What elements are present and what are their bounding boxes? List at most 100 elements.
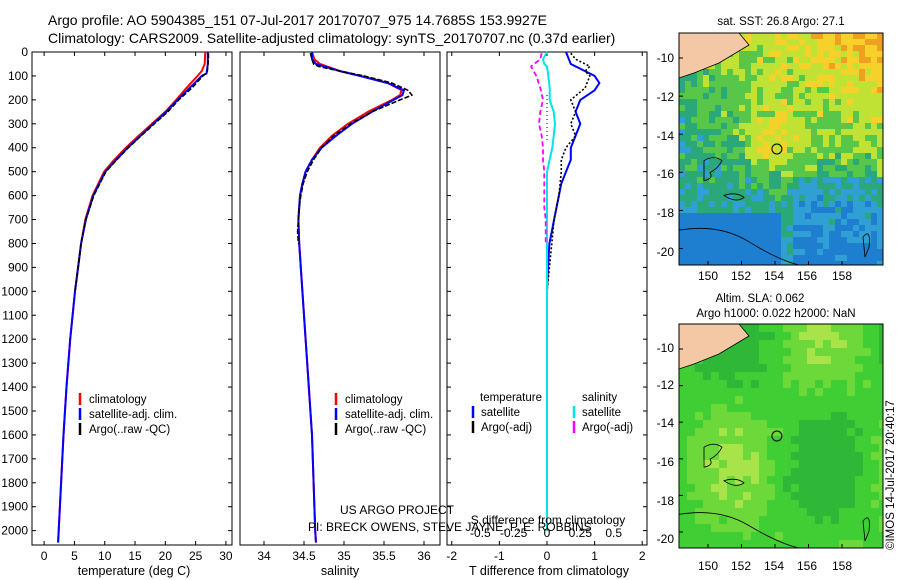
map-cell [799, 99, 805, 105]
map-cell [685, 255, 691, 261]
map-cell [787, 195, 793, 201]
map-cell [859, 201, 865, 207]
map-cell [711, 372, 719, 380]
map-cell [817, 201, 823, 207]
map-cell [847, 147, 853, 153]
map-cell [703, 468, 711, 476]
map-cell [829, 153, 835, 159]
map-cell [807, 348, 815, 356]
map-cell [679, 189, 685, 195]
map-cell [691, 99, 697, 105]
map-cell [793, 45, 799, 51]
map-cell [787, 69, 793, 75]
map-cell [829, 207, 835, 213]
map-cell [775, 237, 781, 243]
map-cell [855, 324, 863, 332]
map-cell [691, 177, 697, 183]
map-cell [743, 348, 751, 356]
map-cell [685, 249, 691, 255]
map-cell [703, 81, 709, 87]
map-cell [847, 33, 853, 39]
map-cell [831, 516, 839, 524]
map-cell [863, 340, 871, 348]
map-cell [781, 135, 787, 141]
map-cell [841, 123, 847, 129]
map-cell [721, 183, 727, 189]
map-cell [811, 141, 817, 147]
map-cell [835, 219, 841, 225]
map-cell [847, 340, 855, 348]
map-cell [793, 117, 799, 123]
map-cell [841, 219, 847, 225]
map-cell [871, 340, 879, 348]
map-cell [783, 420, 791, 428]
map-cell [763, 237, 769, 243]
map-cell [807, 380, 815, 388]
map-cell [783, 404, 791, 412]
map-cell [709, 183, 715, 189]
map-cell [691, 225, 697, 231]
map-cell [853, 225, 859, 231]
map-cell [815, 364, 823, 372]
map-cell [775, 177, 781, 183]
map-cell [871, 195, 877, 201]
map-cell [807, 372, 815, 380]
map-cell [799, 508, 807, 516]
map-cell [751, 243, 757, 249]
map-cell [781, 93, 787, 99]
map-cell [807, 468, 815, 476]
map-cell [815, 508, 823, 516]
map-cell [703, 255, 709, 261]
map-cell [703, 105, 709, 111]
map-cell [847, 159, 853, 165]
map-cell [679, 135, 685, 141]
map-cell [757, 147, 763, 153]
map-cell [811, 255, 817, 261]
map-cell [751, 33, 757, 39]
map-cell [691, 117, 697, 123]
map-cell [745, 165, 751, 171]
map-cell [735, 492, 743, 500]
map-cell [781, 165, 787, 171]
series-line-temperature-argo-adj- [546, 52, 591, 292]
map-cell [811, 171, 817, 177]
map-cell [721, 243, 727, 249]
x-tick-label: -2 [446, 549, 457, 563]
map-cell [679, 129, 685, 135]
map-cell [711, 540, 719, 548]
map-cell [781, 39, 787, 45]
map-cell [757, 105, 763, 111]
map-cell [751, 332, 759, 340]
map-cell [823, 428, 831, 436]
map-cell [721, 201, 727, 207]
map-cell [855, 476, 863, 484]
map-cell [687, 412, 695, 420]
map-cell [815, 340, 823, 348]
map-cell [709, 123, 715, 129]
map-cell [711, 460, 719, 468]
map-cell [743, 444, 751, 452]
map-cell [791, 436, 799, 444]
map-cell [807, 492, 815, 500]
map-cell [823, 468, 831, 476]
map-cell [751, 69, 757, 75]
map-cell [865, 105, 871, 111]
map-cell [877, 39, 883, 45]
map-cell [769, 195, 775, 201]
map-cell [839, 460, 847, 468]
map-cell [775, 39, 781, 45]
map-cell [695, 492, 703, 500]
map-cell [715, 201, 721, 207]
map-cell [859, 189, 865, 195]
map-cell [733, 147, 739, 153]
map-cell [853, 129, 859, 135]
map-cell [687, 428, 695, 436]
map-cell [751, 388, 759, 396]
sst-lat-tick: -10 [657, 51, 675, 65]
map-cell [719, 380, 727, 388]
map-cell [787, 225, 793, 231]
map-cell [715, 207, 721, 213]
map-cell [709, 81, 715, 87]
map-cell [715, 261, 721, 265]
map-cell [859, 111, 865, 117]
